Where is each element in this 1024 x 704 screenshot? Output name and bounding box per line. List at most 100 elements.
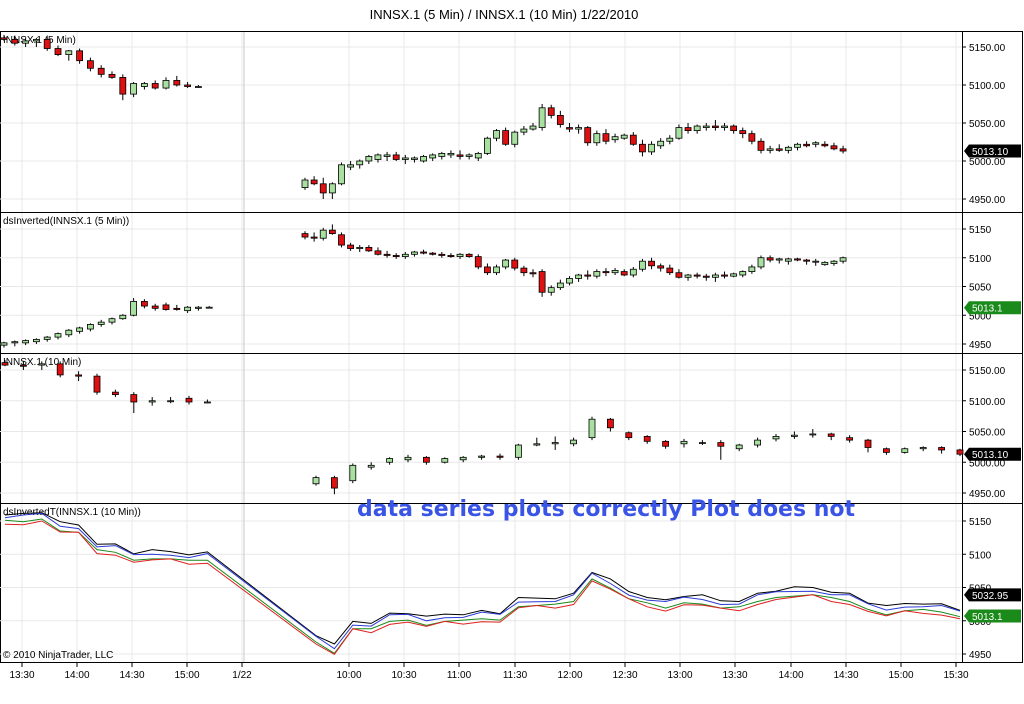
candle-body [702, 125, 710, 128]
candle [465, 253, 473, 258]
candle [474, 254, 482, 270]
candle-body [730, 273, 738, 277]
candle-body [784, 258, 792, 262]
candle-body [0, 342, 8, 346]
candle-body [87, 324, 94, 330]
candle [839, 145, 847, 154]
candle [566, 123, 573, 133]
candle [151, 80, 159, 90]
price-badge-bg [964, 144, 1021, 158]
candle [620, 133, 628, 140]
candle-body [404, 456, 412, 461]
candle-body [429, 252, 437, 255]
candle [809, 429, 817, 438]
x-tick-label: 12:00 [557, 670, 582, 681]
candle-body [556, 115, 564, 125]
y-tick-label: 5150 [969, 517, 992, 528]
panel-1: 5150.005100.005050.005000.004950.00INNSX… [0, 32, 1021, 212]
candle [639, 258, 646, 272]
panel-label: dsInverted(INNSX.1 (5 Min)) [3, 216, 129, 227]
candle [702, 273, 710, 281]
candle-body [657, 140, 665, 147]
candle [547, 285, 555, 296]
candle-body [194, 306, 202, 309]
candle [310, 232, 318, 242]
candle [675, 269, 683, 279]
candle [429, 153, 437, 161]
candle-body [11, 341, 19, 344]
candle [766, 255, 774, 263]
candle [130, 392, 138, 414]
candle-body [538, 107, 546, 128]
candle-body [367, 464, 375, 468]
candle-body [441, 458, 449, 463]
y-tick-label: 5050.00 [969, 119, 1006, 130]
candle-body [794, 143, 801, 148]
candle-body [639, 260, 646, 270]
candle [566, 276, 573, 286]
candle [441, 457, 449, 464]
candle-body [465, 154, 473, 157]
candle [162, 302, 170, 311]
candle [483, 136, 491, 155]
candle-body [784, 146, 792, 151]
candle [648, 141, 655, 155]
candle-body [205, 306, 213, 309]
candle-body [194, 86, 202, 88]
candle [43, 335, 51, 342]
candle [803, 141, 810, 148]
candle [757, 138, 765, 154]
candle-body [401, 253, 409, 258]
candle [901, 447, 909, 454]
candle-body [699, 442, 706, 444]
x-tick-label: 10:00 [336, 670, 361, 681]
y-tick-label: 5000.00 [969, 458, 1006, 469]
price-badge-bg [964, 447, 1021, 461]
candle-body [93, 375, 101, 393]
candle-body [675, 272, 683, 278]
candle [65, 329, 73, 338]
candle-body [76, 327, 83, 332]
candle [365, 245, 373, 252]
candle [812, 258, 820, 266]
candle-body [684, 274, 692, 278]
candle [693, 272, 701, 279]
candle [0, 341, 8, 348]
candle [784, 257, 792, 265]
candle [570, 437, 577, 447]
candle-body [465, 253, 473, 258]
y-tick-label: 5100.00 [969, 397, 1006, 408]
candle-body [754, 439, 761, 446]
candle-body [447, 255, 455, 257]
candle-body [493, 266, 500, 274]
candle-body [629, 134, 637, 145]
candle-body [748, 266, 756, 272]
candle-body [502, 130, 510, 145]
candle-body [140, 83, 148, 87]
candle-body [319, 183, 327, 194]
candle [203, 399, 211, 404]
candle-body [839, 257, 847, 262]
candle [330, 475, 338, 495]
candle-body [474, 152, 482, 159]
candle-body [772, 436, 780, 440]
candle-body [551, 442, 559, 445]
candle-body [739, 130, 747, 135]
candle [87, 57, 94, 72]
candle-body [301, 179, 309, 188]
candle-body [643, 436, 651, 442]
candle-body [151, 83, 159, 89]
candle [684, 123, 692, 134]
candle [515, 443, 522, 460]
candle [319, 177, 327, 199]
candle [76, 48, 83, 64]
candle-body [766, 257, 774, 261]
candle [739, 127, 747, 139]
candle-body [821, 261, 829, 266]
x-axis: 13:30 14:00 14:30 15:00 1/22 10:00 10:30 11:00 1… [0, 662, 969, 681]
candle-body [675, 127, 683, 139]
candle [65, 50, 73, 61]
candle [184, 81, 192, 89]
candle [108, 71, 116, 79]
candle-body [821, 143, 829, 147]
